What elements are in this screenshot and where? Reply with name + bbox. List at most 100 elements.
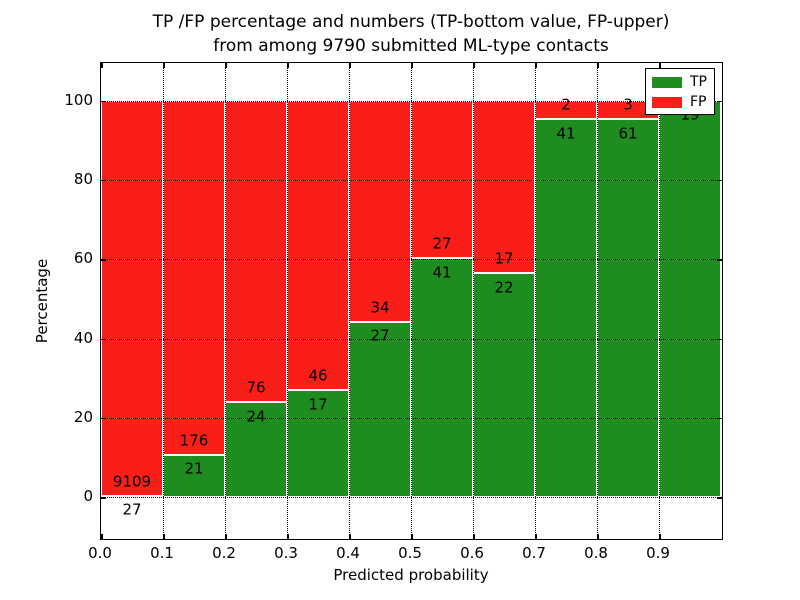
- bar-tp-count-label: 61: [618, 124, 638, 143]
- grid-layer: [101, 63, 722, 539]
- x-tick-mark: [101, 63, 103, 68]
- bar-tp-count-label: 17: [308, 395, 328, 414]
- legend-swatch-fp-icon: [652, 96, 682, 108]
- x-tick-mark: [225, 534, 227, 539]
- legend-swatch-tp-icon: [652, 76, 682, 88]
- v-gridline: [597, 63, 598, 539]
- y-tick-mark: [717, 417, 722, 420]
- x-tick-label: 0.6: [460, 544, 484, 562]
- y-tick-mark: [717, 259, 722, 261]
- x-tick-mark: [659, 63, 661, 68]
- bar-tp-count-label: 27: [122, 500, 142, 519]
- x-tick-mark: [473, 63, 475, 68]
- v-gridline: [287, 63, 288, 539]
- y-tick-mark: [101, 179, 106, 182]
- x-tick-mark: [597, 534, 599, 539]
- bar-tp-segment: [287, 390, 349, 498]
- x-tick-label: 0.9: [646, 544, 670, 562]
- y-tick-mark: [101, 100, 106, 103]
- axis-ticks-layer: [101, 63, 722, 539]
- y-tick-mark: [101, 417, 106, 420]
- x-tick-label: 0.3: [274, 544, 298, 562]
- bar-fp-count-label: 3: [623, 95, 633, 114]
- v-gridline: [659, 63, 660, 539]
- x-tick-mark: [225, 63, 227, 68]
- bar-tp-count-label: 41: [432, 263, 452, 282]
- v-gridline: [535, 63, 536, 539]
- legend-entry-fp: FP: [652, 95, 707, 109]
- y-tick-mark: [717, 100, 722, 103]
- bar-fp-count-label: 34: [370, 298, 390, 317]
- plot-area: 9109271762176244617342727411722241361019…: [100, 62, 723, 540]
- chart-title-line2: from among 9790 submitted ML-type contac…: [213, 36, 609, 56]
- bar-fp-count-label: 46: [308, 366, 328, 385]
- bar-fp-count-label: 17: [494, 249, 514, 268]
- x-tick-mark: [349, 63, 351, 68]
- bar-tp-segment: [473, 273, 535, 498]
- y-tick-mark: [717, 179, 722, 182]
- y-tick-label: 60: [73, 249, 93, 268]
- bar-tp-segment: [349, 321, 411, 498]
- x-tick-mark: [535, 534, 537, 539]
- v-gridline: [473, 63, 474, 539]
- y-tick-label: 80: [73, 169, 93, 188]
- x-tick-mark: [349, 534, 351, 539]
- v-gridline: [163, 63, 164, 539]
- bar-tp-count-label: 41: [556, 124, 576, 143]
- chart-title-line1: TP /FP percentage and numbers (TP-bottom…: [152, 12, 670, 32]
- bar-fp-count-label: 176: [179, 431, 209, 450]
- bar-tp-count-label: 21: [184, 459, 204, 478]
- bar-tp-count-label: 22: [494, 278, 514, 297]
- bar-fp-count-label: 9109: [112, 472, 152, 491]
- bar-fp-segment: [225, 100, 287, 402]
- bar-tp-count-label: 24: [246, 407, 266, 425]
- x-tick-mark: [287, 63, 289, 68]
- bars-layer: [101, 63, 722, 539]
- bar-tp-count-label: 27: [370, 326, 390, 345]
- y-tick-label: 40: [73, 328, 93, 347]
- x-tick-mark: [163, 63, 165, 68]
- y-tick-mark: [101, 338, 106, 341]
- v-gridline: [411, 63, 412, 539]
- chart-title: TP /FP percentage and numbers (TP-bottom…: [153, 10, 670, 58]
- bar-value-labels-layer: 9109271762176244617342727411722241361019: [101, 63, 722, 539]
- bar-fp-count-label: 27: [432, 234, 452, 253]
- v-gridline: [349, 63, 350, 539]
- x-tick-mark: [287, 534, 289, 539]
- y-tick-mark: [101, 259, 106, 261]
- x-tick-mark: [411, 534, 413, 539]
- legend: TP FP: [645, 68, 715, 115]
- x-tick-mark: [101, 534, 103, 539]
- x-tick-mark: [659, 534, 661, 539]
- x-tick-label: 0.0: [88, 544, 112, 562]
- legend-entry-tp: TP: [652, 75, 707, 89]
- x-tick-label: 0.7: [522, 544, 546, 562]
- x-tick-mark: [163, 534, 165, 539]
- x-tick-mark: [535, 63, 537, 68]
- y-tick-mark: [717, 338, 722, 341]
- bar-fp-segment: [287, 100, 349, 391]
- bar-fp-segment: [101, 100, 163, 496]
- x-tick-mark: [411, 63, 413, 68]
- v-gridline: [225, 63, 226, 539]
- y-tick-mark: [101, 497, 106, 499]
- bar-tp-segment: [411, 258, 473, 498]
- y-tick-label: 20: [73, 407, 93, 426]
- x-tick-mark: [473, 534, 475, 539]
- bar-tp-segment: [163, 454, 225, 498]
- legend-label-fp: FP: [690, 94, 707, 110]
- x-tick-mark: [597, 63, 599, 68]
- x-tick-label: 0.2: [212, 544, 236, 562]
- bar-fp-segment: [349, 100, 411, 322]
- x-tick-label: 0.8: [584, 544, 608, 562]
- x-tick-label: 0.1: [150, 544, 174, 562]
- bar-fp-count-label: 76: [246, 378, 266, 397]
- y-tick-label: 100: [64, 90, 93, 109]
- x-tick-label: 0.4: [336, 544, 360, 562]
- bar-tp-segment: [535, 119, 597, 498]
- x-tick-label: 0.5: [398, 544, 422, 562]
- y-tick-mark: [717, 497, 722, 499]
- x-axis-label: Predicted probability: [333, 566, 489, 584]
- bar-fp-count-label: 2: [561, 95, 571, 114]
